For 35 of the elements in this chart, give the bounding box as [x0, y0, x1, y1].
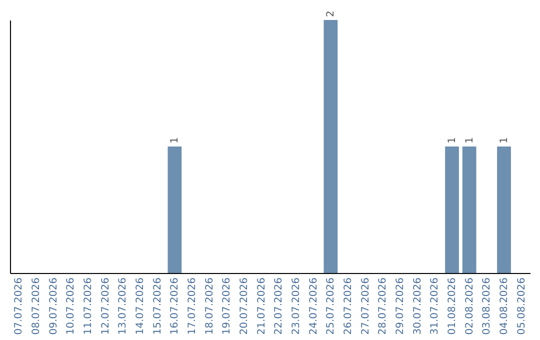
x-tick-label: 15.07.2026 [152, 278, 164, 335]
x-tick-label: 23.07.2026 [291, 278, 302, 335]
x-tick-label: 27.07.2026 [360, 278, 372, 335]
x-tick-label: 12.07.2026 [100, 278, 112, 335]
x-tick-label: 01.08.2026 [447, 278, 458, 335]
data-label: 1 [170, 137, 181, 144]
x-tick-label: 13.07.2026 [118, 278, 129, 335]
x-tick-label: 05.08.2026 [516, 278, 528, 335]
data-label: 1 [447, 137, 458, 144]
x-tick-label: 24.07.2026 [308, 278, 320, 335]
x-tick-label: 28.07.2026 [378, 278, 389, 335]
x-tick-label: 22.07.2026 [274, 278, 285, 335]
x-tick-label: 26.07.2026 [343, 278, 354, 335]
x-tick-label: 18.07.2026 [204, 278, 216, 335]
x-tick-label: 25.07.2026 [326, 278, 337, 335]
x-tick-label: 21.07.2026 [256, 278, 268, 335]
x-tick-label: 16.07.2026 [170, 278, 181, 335]
data-label: 1 [499, 137, 510, 144]
x-tick-label: 03.08.2026 [482, 278, 493, 335]
x-tick-label: 17.07.2026 [187, 278, 198, 335]
x-tick-label: 30.07.2026 [412, 278, 424, 335]
x-tick-label: 19.07.2026 [222, 278, 233, 335]
x-tick-label: 29.07.2026 [395, 278, 406, 335]
x-tick-label: 02.08.2026 [464, 278, 476, 335]
x-tick-label: 11.07.2026 [83, 278, 94, 335]
x-tick-label: 31.07.2026 [430, 278, 441, 335]
x-tick-label: 04.08.2026 [499, 278, 510, 335]
x-tick-label: 08.07.2026 [31, 278, 42, 335]
x-tick-label: 14.07.2026 [135, 278, 146, 335]
data-label: 2 [326, 10, 337, 17]
data-label: 1 [464, 137, 476, 144]
x-tick-label: 20.07.2026 [239, 278, 250, 335]
x-tick-label: 10.07.2026 [66, 278, 77, 335]
x-tick-label: 07.07.2026 [14, 278, 25, 335]
x-tick-label: 09.07.2026 [48, 278, 60, 335]
